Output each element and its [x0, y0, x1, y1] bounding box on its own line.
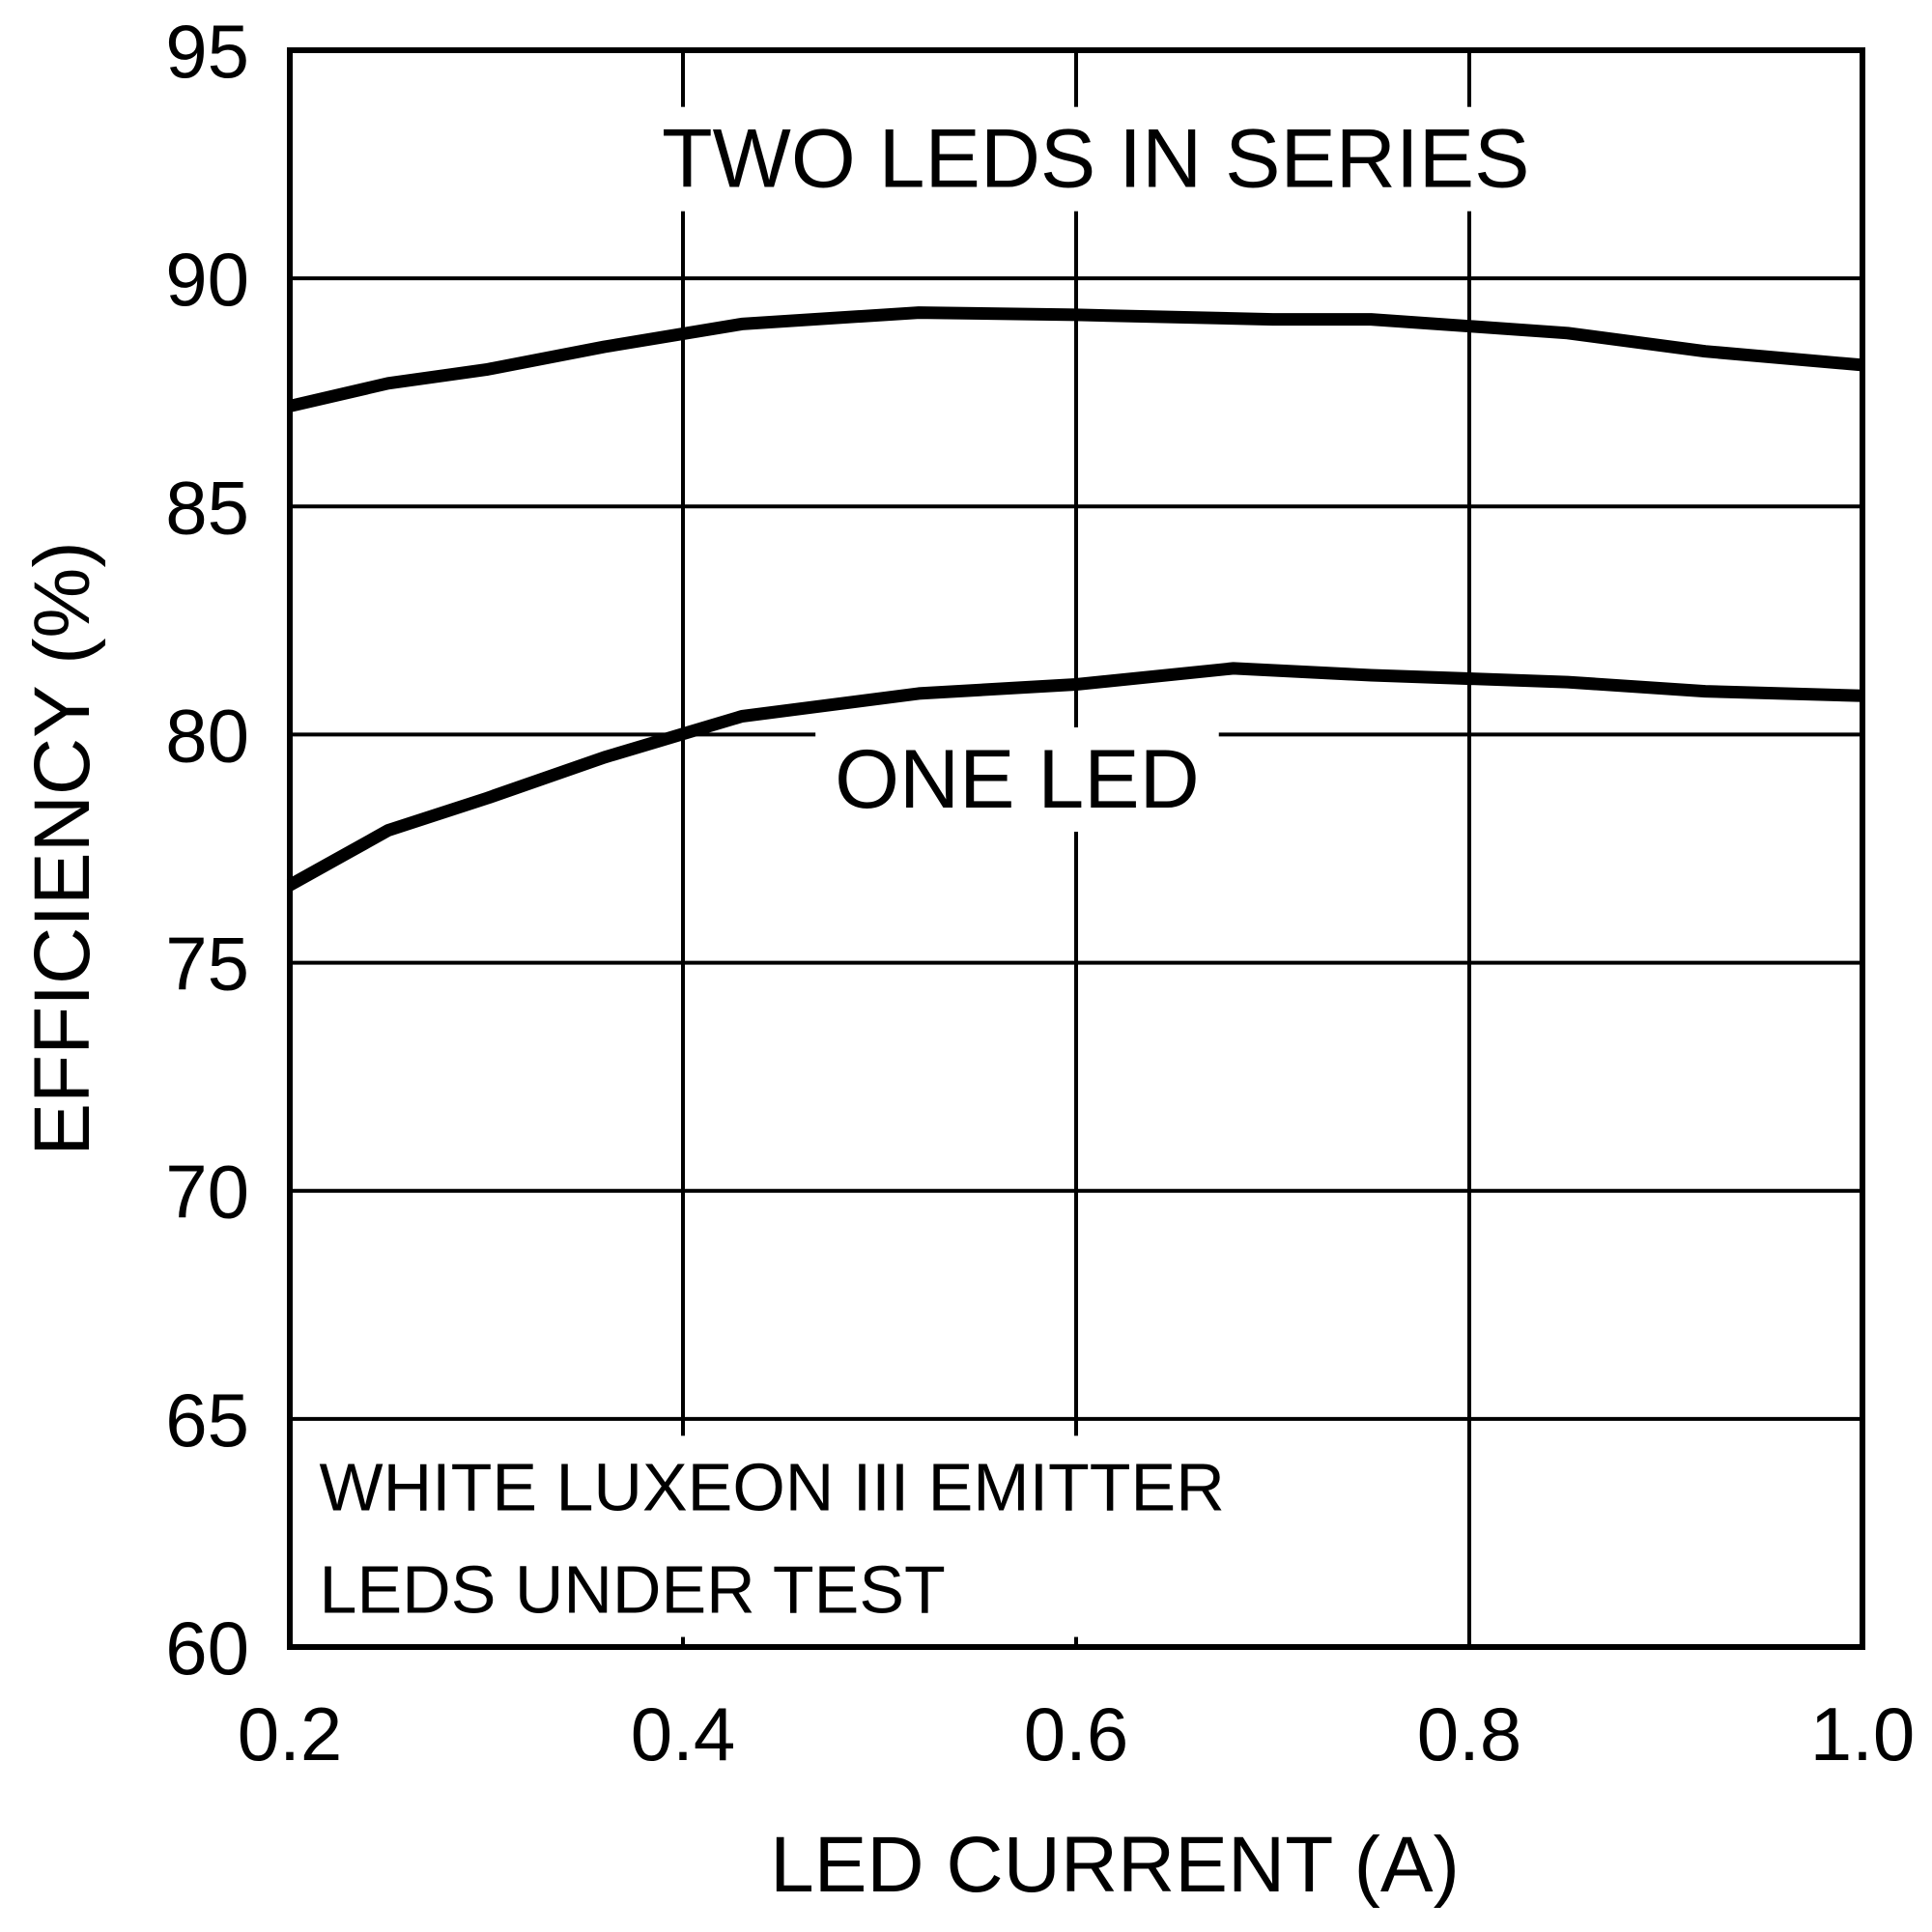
y-tick-label: 60 [165, 1605, 249, 1690]
plot-frame [287, 47, 1865, 1650]
y-tick-label: 75 [165, 922, 249, 1007]
y-tick-label: 65 [165, 1378, 249, 1463]
annotation-label: ONE LED [835, 733, 1200, 826]
tick-labels: 0.2 0.4 0.6 0.8 1.0 60 65 70 75 80 85 90 95 [165, 9, 1915, 1776]
y-tick-label: 95 [165, 9, 249, 94]
x-tick-label: 0.2 [238, 1691, 342, 1776]
annotations: TWO LEDS IN SERIES ONE LED WHITE LUXEON II… [309, 106, 1549, 1637]
x-tick-label: 0.6 [1024, 1691, 1128, 1776]
y-tick-label: 85 [165, 465, 249, 550]
y-tick-label: 70 [165, 1150, 249, 1235]
y-tick-label: 80 [165, 693, 249, 778]
annotation-label: WHITE LUXEON III EMITTER [320, 1449, 1225, 1524]
x-axis-title: LED CURRENT (A) [770, 1821, 1460, 1909]
x-tick-label: 1.0 [1810, 1691, 1915, 1776]
annotation-label: LEDS UNDER TEST [320, 1552, 946, 1628]
series-line-2 [286, 662, 1863, 891]
annotation-background [815, 726, 1219, 832]
grid [290, 50, 1862, 1647]
series-lines [286, 306, 1863, 891]
annotation-background [642, 106, 1549, 212]
y-tick-label: 90 [165, 237, 249, 322]
x-tick-label: 0.8 [1417, 1691, 1521, 1776]
series-line-1 [288, 306, 1863, 412]
annotation-label: TWO LEDS IN SERIES [662, 113, 1529, 206]
note-background [309, 1435, 1238, 1637]
x-tick-label: 0.4 [631, 1691, 735, 1776]
y-axis-title: EFFICIENCY (%) [18, 541, 106, 1155]
